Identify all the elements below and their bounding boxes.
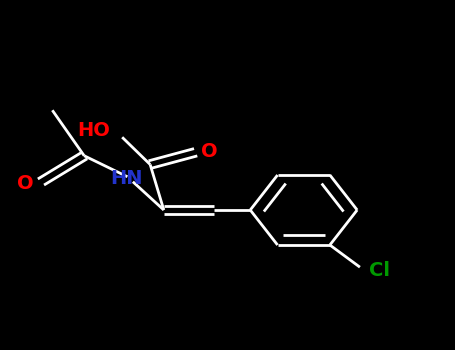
Text: HN: HN: [110, 169, 143, 188]
Text: HO: HO: [77, 121, 110, 140]
Text: Cl: Cl: [369, 261, 390, 280]
Text: O: O: [201, 142, 218, 161]
Text: O: O: [17, 174, 34, 193]
